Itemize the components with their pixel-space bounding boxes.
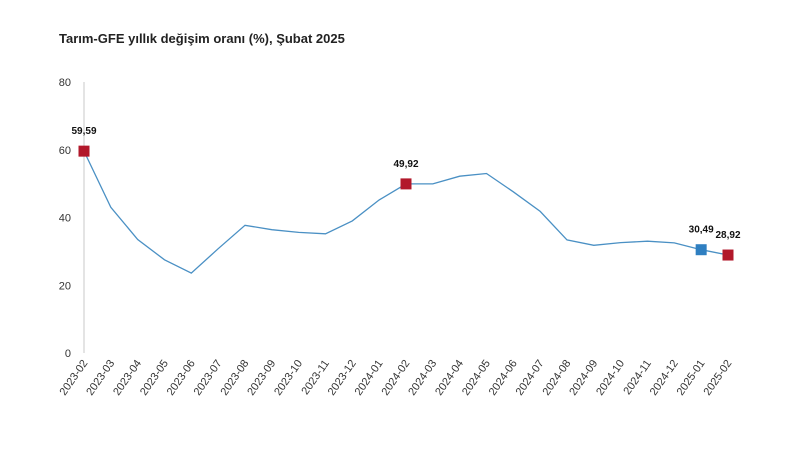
data-marker <box>78 145 90 157</box>
data-label: 28,92 <box>715 230 740 241</box>
y-tick-label: 0 <box>65 348 71 360</box>
data-marker <box>722 249 734 261</box>
data-label: 30,49 <box>689 225 714 236</box>
y-tick-labels: 0 20 40 60 80 <box>59 77 71 360</box>
x-tick-label: 2025-02 <box>701 358 734 398</box>
x-tick-labels: 2023-022023-032023-042023-052023-062023-… <box>57 358 734 398</box>
data-label: 49,92 <box>393 159 418 170</box>
chart-title: Tarım-GFE yıllık değişim oranı (%), Şuba… <box>59 31 345 46</box>
y-tick-label: 20 <box>59 280 71 292</box>
y-tick-label: 80 <box>59 77 71 89</box>
data-markers: 59,59 49,92 30,49 28,92 <box>71 126 741 261</box>
data-marker <box>695 244 707 256</box>
y-tick-label: 60 <box>59 145 71 157</box>
y-tick-label: 40 <box>59 213 71 225</box>
data-label: 59,59 <box>71 126 96 137</box>
data-marker <box>400 178 412 190</box>
